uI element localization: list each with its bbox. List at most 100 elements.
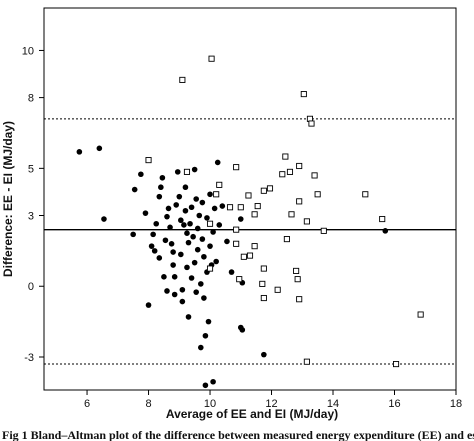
filled-circle-point	[205, 318, 212, 325]
open-square-point	[300, 91, 307, 98]
open-square-point	[279, 171, 286, 178]
filled-circle-point	[199, 199, 206, 206]
filled-circle-point	[202, 332, 209, 339]
open-square-point	[308, 120, 315, 127]
filled-circle-point	[159, 174, 166, 181]
filled-circle-point	[185, 314, 192, 320]
filled-circle-point	[224, 238, 230, 245]
filled-circle-point	[150, 231, 156, 238]
filled-circle-point	[174, 169, 181, 175]
open-square-point	[236, 276, 243, 283]
x-tick-label: 6	[84, 398, 90, 410]
filled-circle-point	[162, 237, 169, 244]
filled-circle-point	[201, 253, 207, 260]
open-square-point	[226, 204, 234, 211]
filled-circle-point	[142, 210, 149, 216]
open-square-point	[233, 240, 240, 247]
open-square-point	[145, 157, 152, 164]
filled-circle-point	[170, 262, 176, 268]
filled-circle-point	[188, 275, 195, 281]
filled-circle-point	[76, 149, 83, 155]
open-square-point	[293, 267, 300, 274]
open-square-point	[260, 294, 267, 302]
open-square-point	[274, 286, 281, 293]
open-square-point	[294, 276, 301, 283]
open-square-point	[246, 252, 254, 259]
filled-circle-point	[191, 259, 198, 266]
x-tick-label: 12	[265, 398, 277, 410]
filled-circle-point	[145, 302, 152, 308]
filled-circle-point	[96, 145, 103, 152]
x-axis-title: Average of EE and EI (MJ/day)	[166, 407, 338, 421]
filled-circle-point	[151, 248, 158, 254]
open-square-point	[266, 185, 274, 192]
data-points	[76, 55, 424, 389]
open-square-point	[233, 164, 240, 171]
open-square-point	[314, 191, 321, 198]
open-square-point	[303, 218, 310, 225]
filled-circle-point	[179, 286, 186, 293]
filled-circle-point	[216, 222, 223, 228]
filled-circle-point	[261, 351, 267, 358]
x-tick-label: 18	[450, 398, 462, 410]
filled-circle-point	[382, 228, 389, 234]
open-square-point	[233, 226, 240, 233]
filled-circle-point	[190, 233, 196, 240]
open-square-point	[213, 191, 220, 198]
open-square-point	[179, 76, 186, 83]
filled-circle-point	[202, 382, 209, 389]
axis-ticks: 6 8 10 12 14 16 18 -3 0 3 5 8 10	[22, 45, 462, 410]
y-tick-label: 0	[28, 281, 34, 293]
plot-area	[43, 7, 457, 391]
open-square-point	[251, 243, 258, 250]
filled-circle-point	[198, 281, 204, 287]
open-square-point	[296, 198, 303, 205]
filled-circle-point	[178, 251, 184, 258]
filled-circle-point	[182, 184, 189, 191]
open-square-point	[245, 192, 252, 199]
x-tick-label: 16	[388, 398, 400, 410]
filled-circle-point	[101, 216, 107, 222]
filled-circle-point	[171, 274, 178, 280]
filled-circle-point	[207, 243, 213, 249]
filled-circle-point	[214, 159, 221, 166]
open-square-point	[216, 181, 223, 188]
filled-circle-point	[173, 202, 180, 208]
filled-circle-point	[167, 224, 173, 231]
y-tick-label: 10	[22, 45, 34, 57]
y-tick-label: 3	[28, 211, 34, 223]
open-square-point	[237, 204, 244, 211]
open-square-point	[282, 153, 289, 160]
open-square-point	[392, 361, 400, 368]
open-square-point	[283, 236, 290, 243]
filled-circle-point	[178, 217, 184, 224]
filled-circle-point	[194, 246, 201, 253]
open-square-point	[251, 211, 258, 218]
open-square-point	[206, 265, 214, 272]
filled-circle-point	[153, 220, 160, 227]
open-square-point	[362, 191, 369, 198]
open-square-point	[183, 168, 191, 175]
filled-circle-point	[204, 215, 210, 221]
filled-circle-point	[201, 295, 207, 301]
filled-circle-point	[193, 196, 199, 202]
open-square-point	[254, 203, 261, 210]
filled-circle-point	[156, 255, 163, 261]
filled-circle-point	[213, 258, 219, 265]
filled-circle-point	[170, 249, 176, 255]
filled-circle-point	[199, 236, 206, 242]
y-tick-label: -3	[24, 352, 34, 364]
open-square-point	[288, 211, 295, 218]
filled-circle-point	[196, 212, 203, 219]
open-square-point	[417, 311, 424, 318]
filled-circle-point	[181, 222, 187, 228]
filled-circle-point	[168, 241, 175, 247]
open-square-point	[260, 265, 267, 272]
filled-circle-point	[210, 378, 216, 385]
filled-circle-point	[130, 231, 136, 238]
filled-circle-point	[148, 243, 155, 249]
x-tick-label: 10	[204, 398, 216, 410]
filled-circle-point	[210, 229, 216, 235]
filled-circle-point	[131, 186, 138, 193]
